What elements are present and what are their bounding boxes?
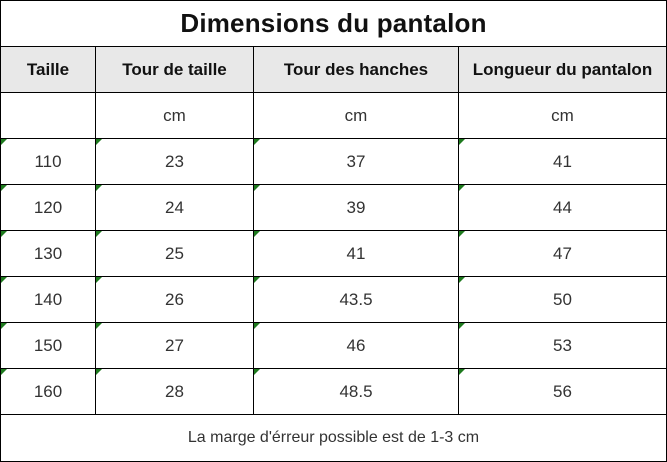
cell-tour-des-hanches: 48.5: [253, 368, 459, 415]
corner-marker: [254, 139, 260, 145]
table-row: 150 27 46 53: [0, 322, 667, 369]
corner-marker: [459, 369, 465, 375]
corner-marker: [459, 277, 465, 283]
corner-marker: [96, 369, 102, 375]
cell-longueur: 44: [458, 184, 667, 231]
corner-marker: [1, 323, 7, 329]
cell-longueur: 56: [458, 368, 667, 415]
corner-marker: [254, 369, 260, 375]
corner-marker: [1, 139, 7, 145]
table-row: 160 28 48.5 56: [0, 368, 667, 415]
cell-tour-de-taille: 28: [95, 368, 254, 415]
cell-longueur: 41: [458, 138, 667, 185]
cell-tour-des-hanches: 39: [253, 184, 459, 231]
corner-marker: [96, 277, 102, 283]
header-row: Taille Tour de taille Tour des hanches L…: [0, 46, 667, 93]
corner-marker: [96, 139, 102, 145]
unit-taille: [0, 92, 96, 139]
unit-tour-des-hanches: cm: [253, 92, 459, 139]
corner-marker: [254, 231, 260, 237]
cell-longueur: 47: [458, 230, 667, 277]
cell-taille: 120: [0, 184, 96, 231]
cell-tour-des-hanches: 41: [253, 230, 459, 277]
cell-tour-des-hanches: 37: [253, 138, 459, 185]
corner-marker: [1, 231, 7, 237]
corner-marker: [459, 139, 465, 145]
corner-marker: [254, 185, 260, 191]
corner-marker: [1, 277, 7, 283]
unit-longueur: cm: [458, 92, 667, 139]
corner-marker: [459, 323, 465, 329]
corner-marker: [96, 185, 102, 191]
cell-tour-de-taille: 23: [95, 138, 254, 185]
table-row: 110 23 37 41: [0, 138, 667, 185]
cell-tour-des-hanches: 46: [253, 322, 459, 369]
cell-taille: 140: [0, 276, 96, 323]
corner-marker: [254, 323, 260, 329]
table-title: Dimensions du pantalon: [0, 0, 667, 47]
cell-tour-de-taille: 27: [95, 322, 254, 369]
note-row: La marge d'érreur possible est de 1-3 cm: [0, 414, 667, 462]
cell-longueur: 50: [458, 276, 667, 323]
unit-row: cm cm cm: [0, 92, 667, 139]
table-row: 130 25 41 47: [0, 230, 667, 277]
cell-tour-de-taille: 26: [95, 276, 254, 323]
cell-taille: 160: [0, 368, 96, 415]
error-margin-note: La marge d'érreur possible est de 1-3 cm: [0, 414, 667, 462]
cell-taille: 150: [0, 322, 96, 369]
cell-taille: 110: [0, 138, 96, 185]
corner-marker: [459, 231, 465, 237]
corner-marker: [1, 185, 7, 191]
corner-marker: [96, 323, 102, 329]
header-taille: Taille: [0, 46, 96, 93]
header-tour-de-taille: Tour de taille: [95, 46, 254, 93]
header-tour-des-hanches: Tour des hanches: [253, 46, 459, 93]
unit-tour-de-taille: cm: [95, 92, 254, 139]
cell-longueur: 53: [458, 322, 667, 369]
cell-tour-de-taille: 25: [95, 230, 254, 277]
header-longueur: Longueur du pantalon: [458, 46, 667, 93]
corner-marker: [1, 369, 7, 375]
corner-marker: [254, 277, 260, 283]
title-row: Dimensions du pantalon: [0, 0, 667, 47]
cell-tour-de-taille: 24: [95, 184, 254, 231]
cell-taille: 130: [0, 230, 96, 277]
corner-marker: [459, 185, 465, 191]
corner-marker: [96, 231, 102, 237]
table-row: 140 26 43.5 50: [0, 276, 667, 323]
table-row: 120 24 39 44: [0, 184, 667, 231]
cell-tour-des-hanches: 43.5: [253, 276, 459, 323]
